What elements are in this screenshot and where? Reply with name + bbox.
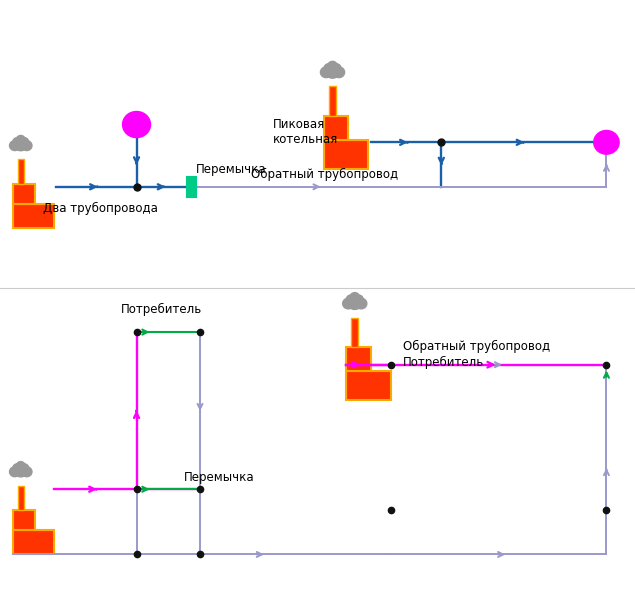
- Circle shape: [350, 292, 359, 301]
- Circle shape: [331, 63, 341, 73]
- Text: Перемычка: Перемычка: [184, 471, 255, 484]
- Circle shape: [13, 137, 28, 151]
- Circle shape: [356, 298, 367, 309]
- Circle shape: [347, 295, 363, 310]
- Bar: [13, 184, 36, 204]
- Text: Пиковая
котельная: Пиковая котельная: [273, 117, 338, 146]
- Circle shape: [13, 138, 22, 146]
- Circle shape: [17, 461, 25, 470]
- Circle shape: [346, 295, 356, 304]
- Circle shape: [17, 135, 25, 144]
- Circle shape: [324, 63, 334, 73]
- Bar: [351, 318, 358, 347]
- Bar: [13, 510, 36, 530]
- Circle shape: [353, 295, 363, 304]
- Circle shape: [22, 141, 32, 151]
- Circle shape: [13, 464, 22, 473]
- Circle shape: [10, 141, 20, 151]
- Circle shape: [13, 463, 28, 477]
- Circle shape: [20, 138, 29, 146]
- Bar: [324, 140, 368, 169]
- Bar: [346, 371, 391, 400]
- Circle shape: [324, 63, 340, 78]
- Circle shape: [328, 61, 337, 70]
- Bar: [13, 530, 54, 554]
- Bar: [18, 160, 24, 184]
- Bar: [346, 347, 371, 371]
- Bar: [18, 486, 24, 510]
- Circle shape: [594, 130, 619, 154]
- Circle shape: [321, 67, 332, 78]
- Text: Обратный трубопровод: Обратный трубопровод: [403, 340, 551, 353]
- Bar: [329, 87, 336, 116]
- Circle shape: [123, 111, 150, 138]
- Circle shape: [333, 67, 345, 78]
- Bar: [13, 204, 54, 228]
- Bar: [324, 116, 348, 140]
- Text: Потребитель: Потребитель: [121, 303, 202, 316]
- Circle shape: [343, 298, 354, 309]
- Text: Потребитель: Потребитель: [403, 356, 485, 369]
- Circle shape: [22, 467, 32, 477]
- Bar: [187, 177, 196, 197]
- Circle shape: [20, 464, 29, 473]
- Text: Обратный трубопровод: Обратный трубопровод: [251, 168, 398, 181]
- Text: Перемычка: Перемычка: [196, 162, 266, 176]
- Circle shape: [10, 467, 20, 477]
- Text: Два трубопровода: Два трубопровода: [43, 202, 158, 215]
